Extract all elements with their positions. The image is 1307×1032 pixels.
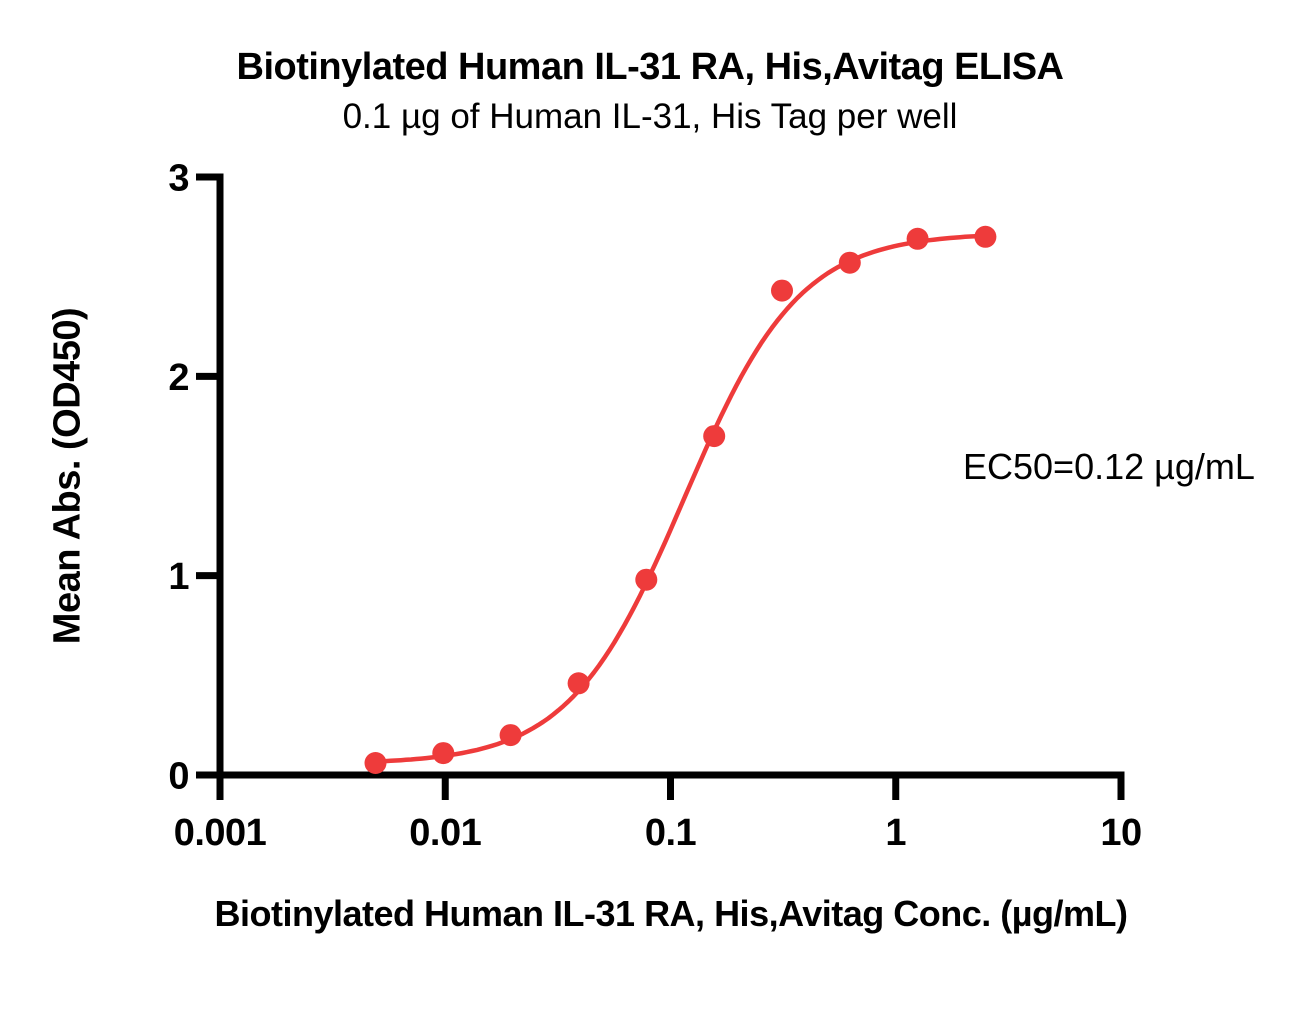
- data-point: [499, 724, 522, 747]
- data-point: [635, 568, 658, 591]
- y-axis-ticks: 0 1 2 3: [168, 158, 220, 798]
- data-point: [432, 742, 455, 765]
- fit-curve: [373, 233, 988, 764]
- x-axis-ticks: 0.001 0.01 0.1 1 10: [174, 775, 1142, 854]
- y-tick-label: 1: [168, 556, 189, 598]
- data-point: [771, 279, 793, 302]
- data-point: [906, 227, 929, 250]
- data-point: [838, 251, 861, 274]
- data-point: [703, 425, 726, 448]
- x-axis-label: Biotinylated Human IL-31 RA, His,Avitag …: [214, 893, 1128, 934]
- data-point: [567, 672, 590, 695]
- data-points: [364, 225, 997, 774]
- data-point: [974, 225, 997, 248]
- x-tick-label: 0.01: [409, 812, 481, 854]
- data-point: [364, 752, 387, 774]
- chart-subtitle: 0.1 µg of Human IL-31, His Tag per well: [342, 97, 958, 136]
- ec50-annotation: EC50=0.12 µg/mL: [963, 446, 1255, 487]
- y-tick-label: 2: [168, 357, 189, 399]
- x-tick-label: 1: [885, 812, 906, 854]
- chart-title: Biotinylated Human IL-31 RA, His,Avitag …: [236, 46, 1065, 88]
- x-tick-label: 0.001: [174, 812, 267, 854]
- y-tick-label: 3: [168, 158, 189, 200]
- y-tick-label: 0: [168, 756, 189, 798]
- x-tick-label: 10: [1100, 812, 1141, 854]
- x-tick-label: 0.1: [645, 812, 697, 854]
